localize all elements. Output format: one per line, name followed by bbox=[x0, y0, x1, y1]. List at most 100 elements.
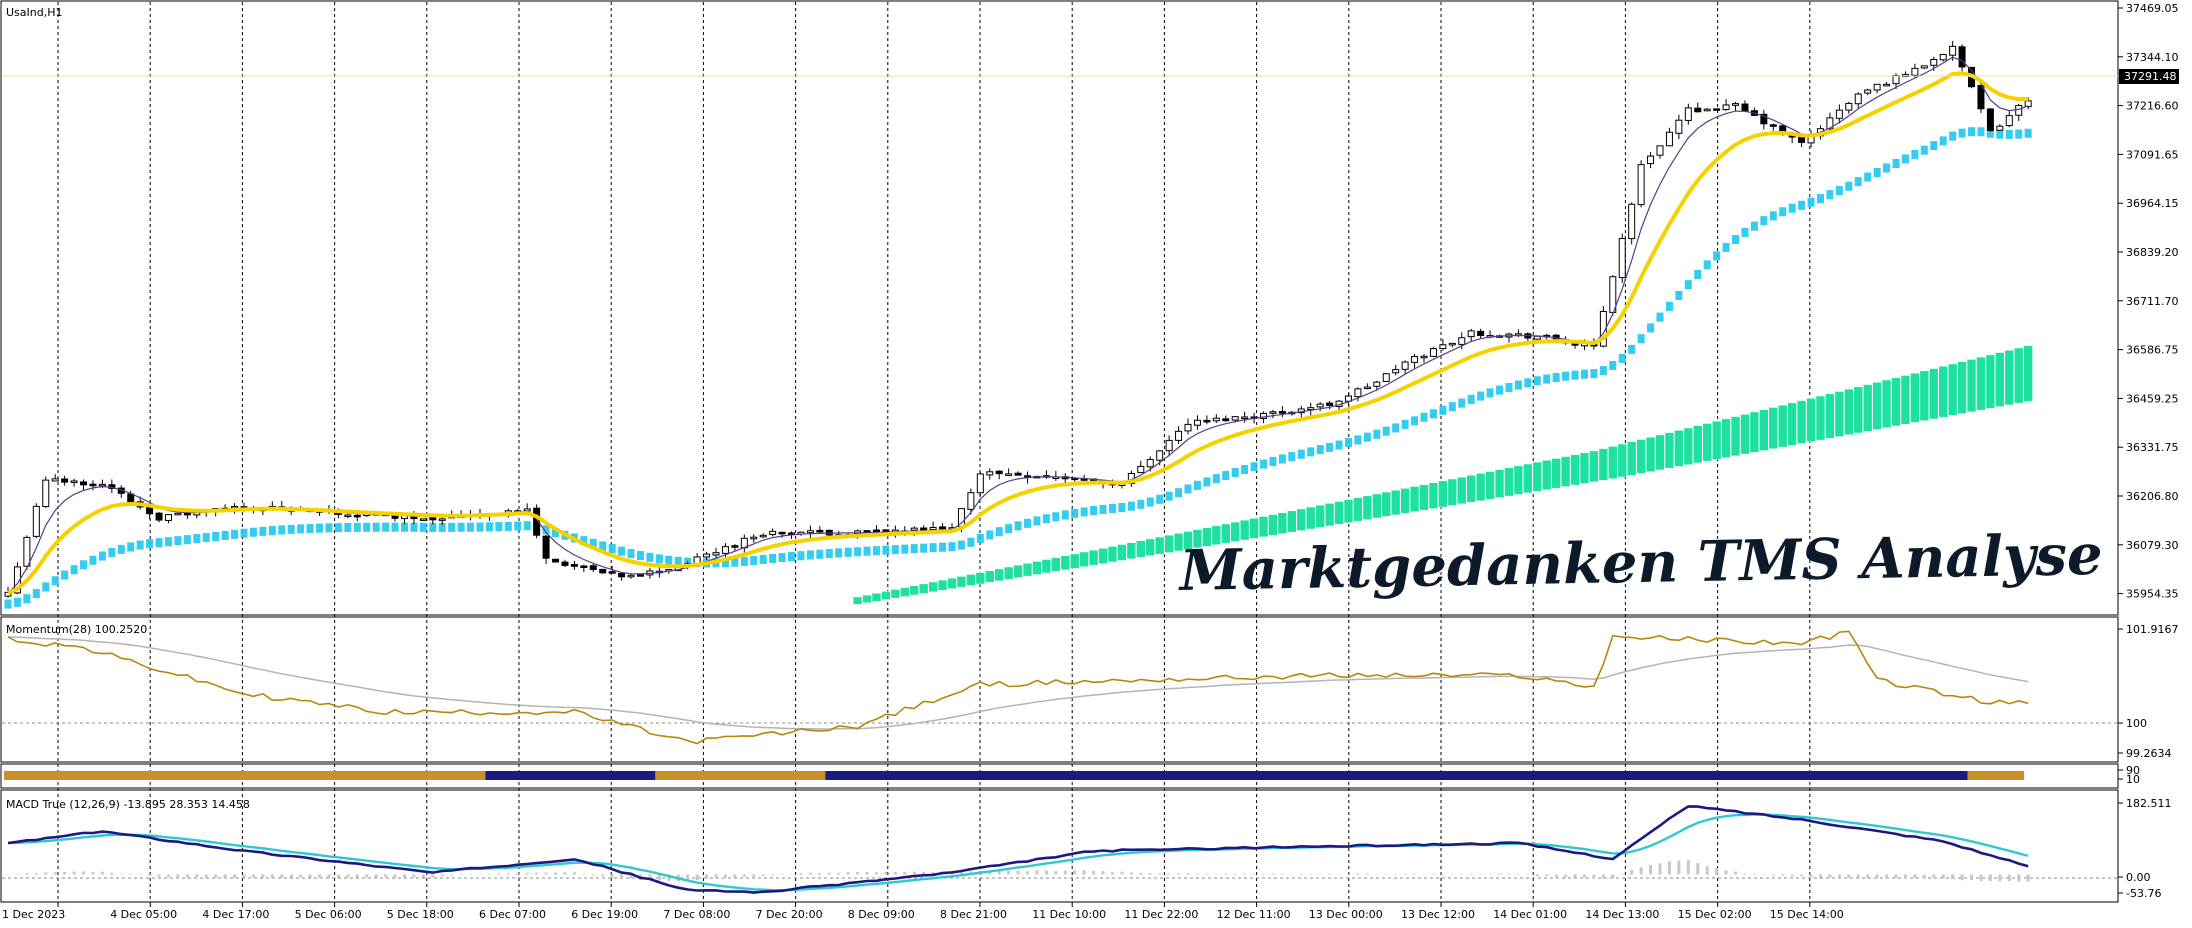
cloud-bar bbox=[1137, 499, 1145, 509]
macd-hist-bar bbox=[1658, 863, 1662, 875]
cloud-bar bbox=[1674, 429, 1684, 467]
macd-hist-bar bbox=[1771, 874, 1775, 876]
cloud-bar bbox=[1203, 477, 1211, 487]
candle-body bbox=[1684, 107, 1692, 121]
cloud-bar bbox=[1844, 388, 1854, 436]
candle-body bbox=[51, 478, 59, 482]
cloud-bar bbox=[1920, 145, 1928, 155]
cloud-bar bbox=[1466, 474, 1476, 503]
macd-hist-bar bbox=[2007, 874, 2011, 882]
cloud-bar bbox=[1390, 489, 1401, 516]
cloud-bar bbox=[1769, 211, 1777, 221]
cloud-bar bbox=[1862, 384, 1873, 432]
momentum-axis: 101.9167 100 99.2634 bbox=[2118, 623, 2179, 760]
macd-hist-bar bbox=[327, 874, 331, 878]
cloud-bar bbox=[1986, 128, 1994, 138]
candle-body bbox=[1675, 119, 1683, 134]
cloud-bar bbox=[750, 555, 758, 566]
macd-panel[interactable] bbox=[0, 789, 2119, 903]
candle-body bbox=[580, 565, 588, 568]
macd-hist-bar bbox=[1148, 872, 1152, 875]
cloud-bar bbox=[956, 576, 967, 588]
cloud-bar bbox=[1249, 517, 1259, 539]
cloud-bar bbox=[1939, 136, 1947, 146]
cloud-bar bbox=[306, 523, 314, 533]
candle-body bbox=[89, 483, 97, 487]
cloud-bar bbox=[1354, 435, 1362, 445]
cloud-bar bbox=[995, 527, 1003, 537]
cloud-bar bbox=[1127, 501, 1135, 511]
watermark: Marktgedanken TMS Analyse bbox=[1177, 522, 2103, 604]
cloud-bar bbox=[278, 525, 286, 535]
macd-hist-bar bbox=[1158, 873, 1162, 875]
macd-hist-bar bbox=[516, 872, 520, 875]
cloud-bar bbox=[1806, 397, 1816, 443]
cloud-bar bbox=[2013, 347, 2024, 404]
cloud-bar bbox=[882, 545, 890, 555]
candle-body bbox=[570, 564, 578, 567]
macd-hist-bar bbox=[355, 874, 359, 878]
candle-body bbox=[1382, 373, 1390, 382]
time-label: 7 Dec 20:00 bbox=[756, 908, 823, 921]
candle-body bbox=[1722, 104, 1730, 110]
time-label: 12 Dec 11:00 bbox=[1217, 908, 1291, 921]
cloud-bar bbox=[2023, 345, 2033, 402]
candle-body bbox=[32, 505, 40, 537]
macd-hist-bar bbox=[1177, 873, 1181, 875]
cloud-bar bbox=[966, 574, 976, 586]
cloud-bar bbox=[1628, 344, 1636, 354]
candle-body bbox=[1835, 109, 1843, 119]
macd-hist-bar bbox=[884, 871, 888, 875]
time-label: 13 Dec 12:00 bbox=[1401, 908, 1475, 921]
time-label: 4 Dec 17:00 bbox=[202, 908, 269, 921]
macd-hist-bar bbox=[261, 874, 265, 878]
candle-body bbox=[1363, 386, 1371, 390]
cloud-bar bbox=[1260, 459, 1268, 469]
cloud-bar bbox=[636, 551, 644, 561]
cloud-bar bbox=[1732, 234, 1740, 245]
cloud-bar bbox=[1911, 150, 1919, 160]
candle-body bbox=[61, 478, 69, 483]
fast-cloud-ribbon bbox=[4, 127, 2032, 609]
cloud-bar bbox=[976, 533, 984, 544]
strip-panel[interactable] bbox=[0, 763, 2119, 789]
macd-hist-bar bbox=[997, 871, 1001, 875]
macd-hist-bar bbox=[525, 872, 529, 875]
candle-body bbox=[353, 514, 361, 518]
macd-hist-bar bbox=[497, 873, 501, 875]
macd-hist-bar bbox=[686, 874, 690, 881]
macd-hist-bar bbox=[1450, 874, 1454, 875]
macd-hist-bar bbox=[1960, 874, 1964, 881]
macd-hist-bar bbox=[1951, 874, 1955, 880]
cloud-bar bbox=[1420, 412, 1428, 422]
cloud-bar bbox=[1088, 549, 1099, 566]
macd-axis: 182.511 0.00 -53.76 bbox=[2118, 797, 2172, 900]
macd-hist-bar bbox=[790, 874, 794, 875]
price-panel[interactable] bbox=[0, 0, 2119, 616]
macd-hist-bar bbox=[667, 874, 671, 882]
cloud-bar bbox=[1060, 555, 1071, 571]
candle-body bbox=[1373, 381, 1381, 387]
macd-hist-bar bbox=[1026, 871, 1030, 875]
cloud-bar bbox=[202, 533, 210, 543]
cloud-bar bbox=[1373, 429, 1381, 439]
macd-hist-bar bbox=[25, 873, 29, 875]
cloud-bar bbox=[948, 542, 956, 552]
cloud-bar bbox=[1807, 197, 1815, 207]
cloud-bar bbox=[316, 523, 324, 533]
cloud-bar bbox=[1702, 423, 1712, 462]
cloud-bar bbox=[1494, 469, 1505, 498]
candle-body bbox=[127, 493, 135, 503]
macd-hist-bar bbox=[384, 874, 388, 878]
cloud-bar bbox=[1098, 547, 1108, 564]
macd-hist-bar bbox=[1479, 874, 1483, 875]
cloud-bar bbox=[89, 555, 97, 565]
candle-body bbox=[872, 529, 880, 533]
signal-strip bbox=[4, 771, 2025, 780]
macd-hist-bar bbox=[846, 872, 850, 875]
cloud-bar bbox=[891, 545, 899, 555]
cloud-bar bbox=[1458, 398, 1466, 408]
momentum-panel[interactable] bbox=[0, 616, 2119, 763]
cloud-bar bbox=[1041, 559, 1052, 574]
